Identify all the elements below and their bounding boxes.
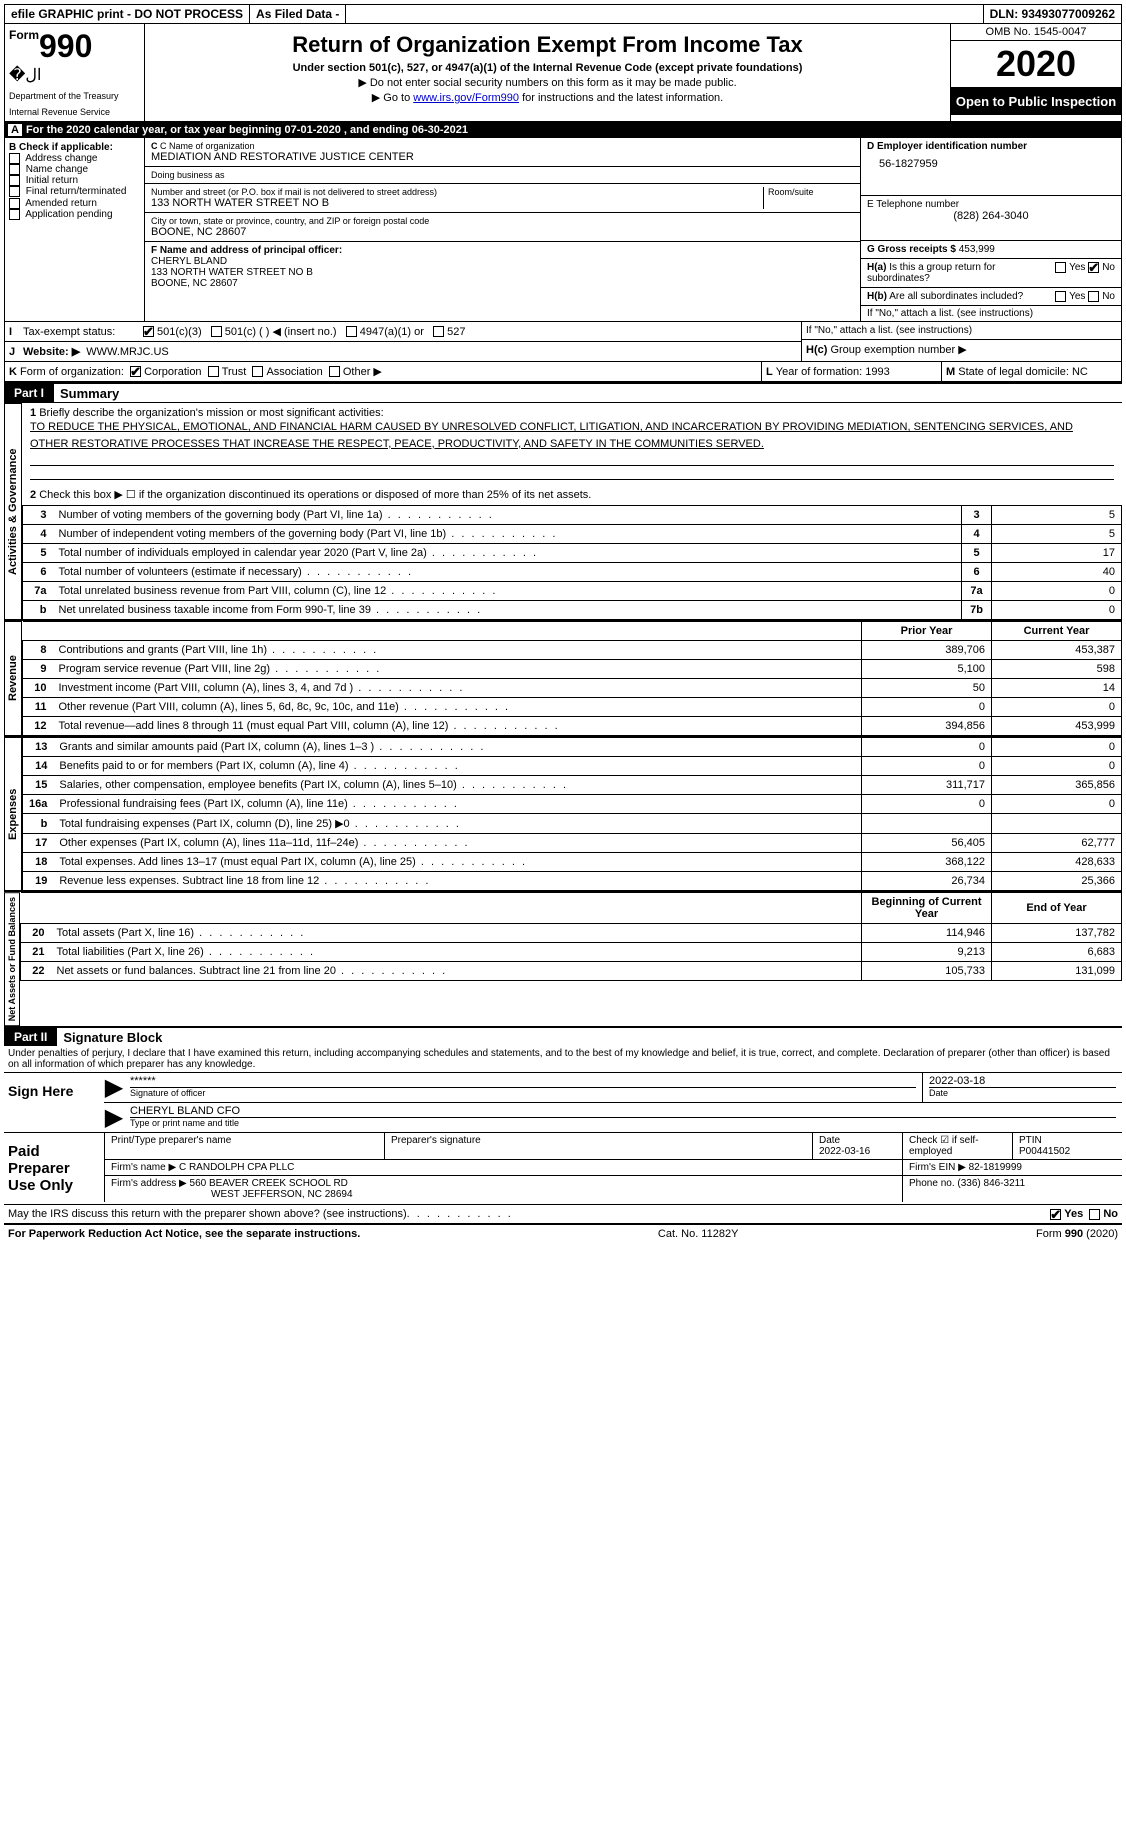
line-20: 20Total assets (Part X, line 16)114,9461… [21,924,1122,943]
hb-no[interactable] [1088,291,1099,302]
summary-net: Net Assets or Fund Balances Beginning of… [4,891,1122,1026]
part2-header: Part II Signature Block [4,1026,1122,1046]
part1-header: Part I Summary [4,382,1122,402]
line-13: 13Grants and similar amounts paid (Part … [23,738,1122,757]
open-public: Open to Public Inspection [951,88,1121,115]
line-18: 18Total expenses. Add lines 13–17 (must … [23,853,1122,872]
check-name-change: Name change [9,164,140,175]
col-d: D Employer identification number 56-1827… [861,138,1121,321]
dln-label: DLN: 93493077009262 [984,5,1121,23]
officer-city: BOONE, NC 28607 [151,278,854,289]
line-12: 12Total revenue—add lines 8 through 11 (… [23,717,1122,736]
note-link: ▶ Go to www.irs.gov/Form990 for instruct… [149,91,946,104]
summary-exp: Expenses 13Grants and similar amounts pa… [4,736,1122,891]
summary-rev: Revenue Prior YearCurrent Year 8Contribu… [4,620,1122,736]
form-number: 990 [39,28,92,64]
col-c-name: C C Name of organization MEDIATION AND R… [145,138,861,321]
dept-irs: Internal Revenue Service [9,107,140,117]
line-15: 15Salaries, other compensation, employee… [23,776,1122,795]
line-b: bNet unrelated business taxable income f… [23,601,1122,620]
line-3: 3Number of voting members of the governi… [23,506,1122,525]
city: BOONE, NC 28607 [151,226,854,238]
line-6: 6Total number of volunteers (estimate if… [23,563,1122,582]
form-word: Form [9,28,39,42]
tax-year: 2020 [951,41,1121,88]
check-amended-return: Amended return [9,198,140,209]
summary-gov: Activities & Governance 1 Briefly descri… [4,402,1122,620]
line-9: 9Program service revenue (Part VIII, lin… [23,660,1122,679]
paid-preparer-row: Paid Preparer Use Only Print/Type prepar… [4,1133,1122,1205]
line-8: 8Contributions and grants (Part VIII, li… [23,641,1122,660]
efile-label: efile GRAPHIC print - DO NOT PROCESS [5,5,250,23]
col-b-checks: B Check if applicable: Address change Na… [5,138,145,321]
mission-text: TO REDUCE THE PHYSICAL, EMOTIONAL, AND F… [30,421,1073,450]
check-application-pending: Application pending [9,209,140,220]
discuss-row: May the IRS discuss this return with the… [4,1205,1122,1224]
501c3-check[interactable] [143,326,154,337]
line-10: 10Investment income (Part VIII, column (… [23,679,1122,698]
spacer [346,5,983,23]
title-box: Return of Organization Exempt From Incom… [145,24,951,121]
line-19: 19Revenue less expenses. Subtract line 1… [23,872,1122,891]
firm-name: C RANDOLPH CPA PLLC [179,1162,294,1173]
org-name: MEDIATION AND RESTORATIVE JUSTICE CENTER [151,151,854,163]
sig-date: 2022-03-18 [929,1075,1116,1087]
note-ssn: ▶ Do not enter social security numbers o… [149,76,946,89]
declaration: Under penalties of perjury, I declare th… [4,1046,1122,1073]
entity-section: B Check if applicable: Address change Na… [4,138,1122,322]
footer: For Paperwork Reduction Act Notice, see … [4,1224,1122,1243]
asfiled-label: As Filed Data - [250,5,346,23]
officer-name: CHERYL BLAND [151,256,854,267]
line-4: 4Number of independent voting members of… [23,525,1122,544]
check-final-return-terminated: Final return/terminated [9,186,140,197]
ein: 56-1827959 [867,152,1115,170]
phone: (828) 264-3040 [867,210,1115,222]
dept-treasury: Department of the Treasury [9,91,140,101]
irs-link[interactable]: www.irs.gov/Form990 [413,92,519,104]
ha-no[interactable] [1088,262,1099,273]
subtitle: Under section 501(c), 527, or 4947(a)(1)… [149,62,946,74]
firm-ein: 82-1819999 [969,1162,1022,1173]
line-22: 22Net assets or fund balances. Subtract … [21,962,1122,981]
sign-here-row: Sign Here ▶ ****** Signature of officer … [4,1073,1122,1133]
discuss-no[interactable] [1089,1209,1100,1220]
check-address-change: Address change [9,153,140,164]
tax-year-text: For the 2020 calendar year, or tax year … [26,124,468,136]
street: 133 NORTH WATER STREET NO B [151,197,759,209]
line-14: 14Benefits paid to or for members (Part … [23,757,1122,776]
form-box: Form990 �ال Department of the Treasury I… [5,24,145,121]
website: WWW.MRJC.US [86,346,168,358]
officer-street: 133 NORTH WATER STREET NO B [151,267,854,278]
row-a: A For the 2020 calendar year, or tax yea… [4,122,1122,138]
line-5: 5Total number of individuals employed in… [23,544,1122,563]
ptin: P00441502 [1019,1146,1070,1157]
check-initial-return: Initial return [9,175,140,186]
top-bar: efile GRAPHIC print - DO NOT PROCESS As … [4,4,1122,24]
hb-yes[interactable] [1055,291,1066,302]
line-21: 21Total liabilities (Part X, line 26)9,2… [21,943,1122,962]
form-header: Form990 �ال Department of the Treasury I… [4,24,1122,122]
gross-receipts: 453,999 [959,244,995,255]
klm-row: K Form of organization: Corporation Trus… [4,362,1122,382]
ha-yes[interactable] [1055,262,1066,273]
line-17: 17Other expenses (Part IX, column (A), l… [23,834,1122,853]
year-box: OMB No. 1545-0047 2020 Open to Public In… [951,24,1121,121]
status-row: I Tax-exempt status: 501(c)(3) 501(c) ( … [4,322,1122,362]
line-11: 11Other revenue (Part VIII, column (A), … [23,698,1122,717]
firm-phone: (336) 846-3211 [957,1178,1025,1189]
discuss-yes[interactable] [1050,1209,1061,1220]
main-title: Return of Organization Exempt From Incom… [149,32,946,58]
officer-printed: CHERYL BLAND CFO [130,1105,1116,1117]
omb-number: OMB No. 1545-0047 [951,24,1121,41]
line-b: bTotal fundraising expenses (Part IX, co… [23,814,1122,834]
line-7a: 7aTotal unrelated business revenue from … [23,582,1122,601]
line-16a: 16aProfessional fundraising fees (Part I… [23,795,1122,814]
